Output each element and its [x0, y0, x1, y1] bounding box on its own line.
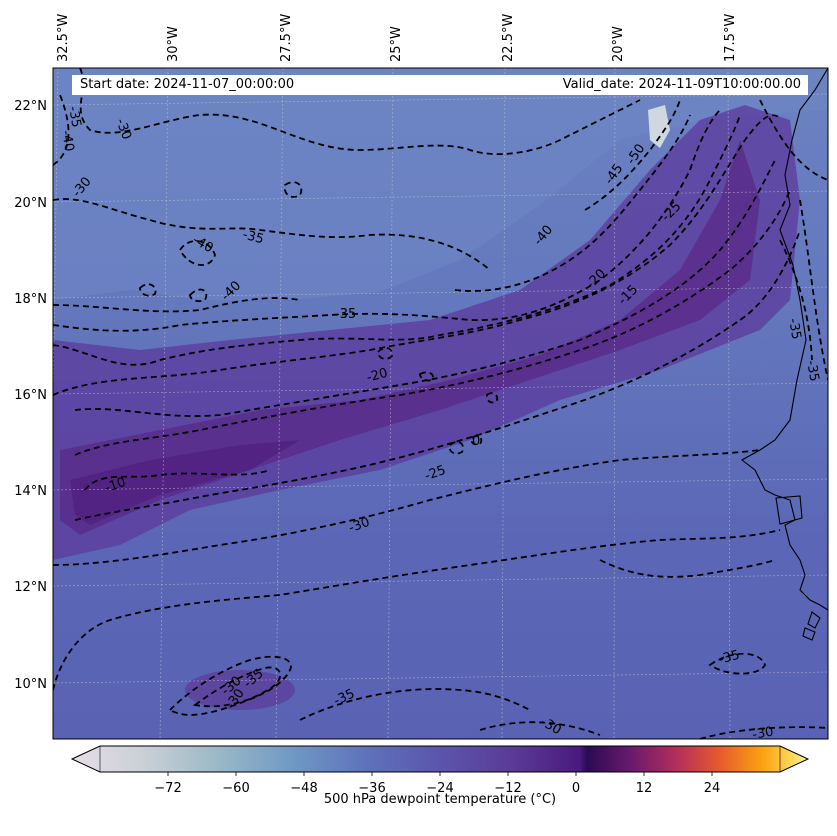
- contour-label: -35: [803, 359, 821, 383]
- coastline: [741, 68, 828, 641]
- colorbar-tick-label: −12: [494, 781, 521, 796]
- contour-label: -40: [58, 129, 76, 153]
- colorbar-tick-label: 24: [704, 781, 721, 796]
- contour-label: 0: [472, 434, 480, 449]
- lat-label: 22°N: [14, 99, 47, 114]
- lon-label: 25°W: [389, 26, 404, 62]
- dry-region: [53, 68, 828, 300]
- colorbar-tick-label: 0: [572, 781, 580, 796]
- colorbar-tick-label: −48: [290, 781, 317, 796]
- start-date-label: Start date: 2024-11-07_00:00:00: [80, 77, 295, 92]
- contour-label: -35: [335, 307, 356, 322]
- plume-core: [60, 140, 760, 535]
- colorbar-tick-label: −24: [426, 781, 453, 796]
- map-area: [53, 68, 828, 739]
- contour-label: -10: [103, 475, 128, 496]
- south-moist-patch: [185, 670, 295, 710]
- contour-label: -30: [751, 724, 775, 742]
- colorbar-scale: [70, 745, 810, 773]
- contour-label: -35: [65, 105, 83, 129]
- header-box: [72, 75, 808, 95]
- lat-label: 10°N: [14, 677, 47, 692]
- colorbar-tick-label: −36: [358, 781, 385, 796]
- contour-label: -35: [241, 227, 265, 247]
- lat-label: 16°N: [14, 388, 47, 403]
- lat-label: 14°N: [14, 484, 47, 499]
- contour-label: -30: [347, 515, 372, 536]
- map-frame: [52, 67, 829, 740]
- contour-label: -35: [785, 317, 803, 341]
- lon-label: 30°W: [166, 26, 181, 62]
- contour-label: -20: [365, 366, 389, 386]
- contour-lines: [53, 68, 828, 739]
- lon-label: 22.5°W: [501, 14, 516, 62]
- lat-label: 18°N: [14, 292, 47, 307]
- colorbar-tick-label: −72: [154, 781, 181, 796]
- plume-max: [70, 440, 300, 525]
- colorbar-label: 500 hPa dewpoint temperature (°C): [323, 792, 557, 807]
- colorbar: [70, 745, 810, 773]
- contour-label: -30: [113, 117, 134, 142]
- lat-label: 12°N: [14, 580, 47, 595]
- valid-date-label: Valid_date: 2024-11-09T10:00:00.00: [562, 77, 801, 92]
- colorbar-tick-label: 12: [636, 781, 653, 796]
- contour-label: -35: [717, 648, 741, 668]
- lon-label: 20°W: [611, 26, 626, 62]
- latitude-labels: 22°N 20°N 18°N 16°N 14°N 12°N 10°N: [14, 99, 47, 692]
- lon-label: 32.5°W: [56, 14, 71, 62]
- lon-label: 17.5°W: [723, 14, 738, 62]
- lon-label: 27.5°W: [279, 14, 294, 62]
- lat-label: 20°N: [14, 196, 47, 211]
- colorbar-ticks: −72 −60 −48 −36 −24 −12 0 12 24: [154, 772, 720, 796]
- longitude-labels: 32.5°W 30°W 27.5°W 25°W 22.5°W 20°W 17.5…: [56, 14, 738, 62]
- gridlines: [53, 68, 828, 739]
- very-dry-patch: [648, 105, 670, 148]
- contour-label: -25: [423, 463, 448, 484]
- colorbar-tick-label: −60: [222, 781, 249, 796]
